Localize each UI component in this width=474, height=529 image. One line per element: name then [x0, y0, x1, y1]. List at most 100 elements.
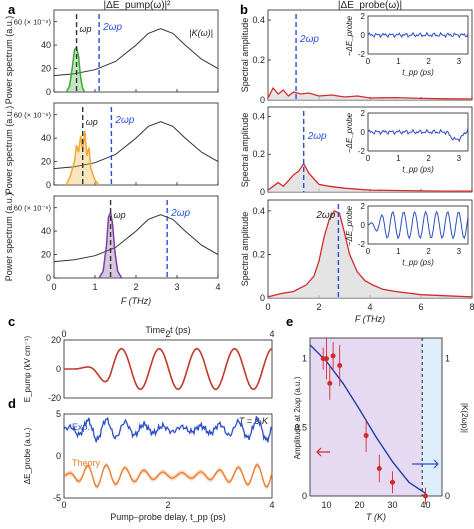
panel-a-ytick-label: 20 [41, 250, 51, 260]
panel-a-xtick-label: 2 [133, 282, 138, 292]
panel-e-xtick-label: 40 [420, 500, 430, 510]
panel-b-xtick-label: 0 [265, 302, 270, 312]
panel-a-xtick-label: 0 [51, 282, 56, 292]
panel-b-inset-ytick-label: 2 [361, 12, 366, 21]
panel-b-inset-xtick-label: 3 [457, 57, 462, 66]
panel-e-ylabel: Amplitude at 2ωp (a.u.) [293, 376, 302, 459]
panel-a-title: |ΔE_pump(ω)|² [104, 0, 172, 11]
panel-b-inset-ytick-label: 0 [361, 31, 366, 40]
panel-b-inset-xtick-label: 0 [366, 57, 371, 66]
panel-a-ytick-label: 60 (× 10⁻⁶) [14, 18, 52, 27]
panel-b-inset-xlabel: t_pp (ps) [402, 258, 434, 267]
panel-e-point [324, 356, 329, 362]
panel-b-inset-xtick-label: 3 [457, 247, 462, 256]
panel-d-xlabel: Pump–probe delay, t_pp (ps) [110, 512, 225, 522]
panel-d-xtick-label: 0 [61, 500, 66, 510]
panel-b-spectrum-curve [267, 162, 473, 192]
panel-a-ylabel: Power spectrum (a.u.) [4, 16, 14, 105]
panel-a-ytick-label: 40 [41, 133, 51, 143]
panel-c-xtick-label: 4 [269, 329, 274, 339]
panel-a-two-omega-p-label: 2ωp [102, 22, 122, 33]
panel-b-inset-ytick-label: -2 [358, 147, 366, 156]
panel-e-right-arrow [412, 459, 439, 469]
panel-e-right-ytick-label: 0 [445, 491, 450, 501]
panel-b-inset-ytick-label: 2 [361, 109, 366, 118]
panel-b-inset-ylabel: −ΔE_probe [345, 205, 354, 246]
panel-e-frame [309, 337, 443, 497]
panel-d-xtick-label: 4 [269, 500, 274, 510]
panel-d-ytick-label: -5 [53, 493, 61, 503]
panel-e-xtick-label: 10 [321, 500, 331, 510]
panel-e-xtick-label: 30 [387, 500, 397, 510]
panel-a-omega-p-label: ωp [114, 210, 126, 220]
panel-a-xlabel: F (THz) [121, 296, 151, 306]
panel-e-ylabel-right: |K(2ωp)| [460, 403, 469, 433]
panel-e-point [363, 433, 369, 439]
panel-d-ytick-label: 5 [56, 409, 61, 419]
panel-b-ytick-label: 0.4 [252, 206, 265, 216]
panel-b-inset-xtick-label: 0 [366, 247, 371, 256]
panel-a-K-curve [53, 28, 219, 77]
panel-d-frame [63, 413, 273, 499]
panel-a-K-curve [53, 121, 219, 170]
panel-b-ylabel: Spectral amplitude [240, 18, 250, 93]
panel-a-ytick-label: 40 [41, 226, 51, 236]
panel-d-ytick-label: 0 [56, 451, 61, 461]
panel-b-xtick-label: 4 [367, 302, 372, 312]
panel-b-spectrum-fill [268, 210, 472, 298]
panel-d-theory-label: Theory [72, 458, 101, 468]
panel-c-xtick-label: 0 [61, 329, 66, 339]
panel-d-xtick-label: 2 [165, 500, 170, 510]
panel-d-exp-trace [63, 416, 273, 443]
panel-a-ytick-label: 0 [46, 273, 51, 283]
panel-b-two-omega-p-label: 2ωp [307, 131, 327, 142]
panel-a-ytick-label: 0 [46, 87, 51, 97]
panel-b-inset-ytick-label: -2 [358, 240, 366, 249]
panel-d-annotation: T = 9 K [239, 416, 269, 426]
panel-b-two-omega-p-label: 2ωp [299, 34, 319, 45]
panel-b-spectrum-curve [267, 210, 473, 298]
panel-e-ytick-label: 0 [302, 491, 307, 501]
panel-b-ylabel: Spectral amplitude [240, 212, 250, 287]
panel-b-ylabel: Spectral amplitude [240, 113, 250, 188]
panel-e-point [423, 493, 428, 499]
panel-b-inset-xtick-label: 1 [396, 247, 401, 256]
panel-e-xtick-label: 20 [354, 500, 364, 510]
panel-a-ytick-label: 60 (× 10⁻⁶) [14, 204, 52, 213]
panel-b-inset-ylabel: −ΔE_probe [345, 15, 354, 56]
panel-e-left-arrow [316, 447, 330, 457]
panel-a-ytick-label: 20 [41, 64, 51, 74]
panel-b-inset-trace [367, 31, 469, 39]
panel-b-xtick-label: 2 [316, 302, 321, 312]
panel-e-point [390, 479, 395, 485]
panel-e-fit-curve [309, 344, 426, 494]
panel-b-xtick-label: 8 [469, 302, 474, 312]
panel-b-ytick-label: 0.4 [252, 111, 265, 121]
panel-c-pump-trace [64, 347, 273, 391]
panel-b-frame [267, 9, 473, 101]
panel-c-ylabel: E_pump (kV cm⁻¹) [23, 335, 32, 402]
panel-a-ytick-label: 0 [46, 180, 51, 190]
panel-a-K-label: |K(ω)| [189, 28, 213, 38]
panel-b-ytick-label: 0 [260, 293, 265, 303]
panel-d-exp-label: Exp. [72, 422, 90, 432]
panel-e-ytick-label: 1 [302, 354, 307, 364]
panel-a-ylabel: Power spectrum (a.u.) [4, 193, 14, 282]
panel-a-xtick-label: 3 [174, 282, 179, 292]
panel-c-xlabel: Time, t (ps) [145, 325, 190, 335]
panel-b-inset-xtick-label: 2 [426, 154, 431, 163]
panel-c-ytick-label: 0 [56, 364, 61, 374]
panel-label-c: c [8, 314, 15, 329]
panel-a-omega-p-label: ωp [80, 24, 92, 34]
panel-a-two-omega-p-label: 2ωp [170, 208, 190, 219]
panel-b-inset-xtick-label: 1 [396, 57, 401, 66]
panel-b-inset-xtick-label: 2 [426, 57, 431, 66]
panel-b-inset-ytick-label: 0 [361, 128, 366, 137]
panel-b-inset-xtick-label: 1 [396, 154, 401, 163]
panel-e-point [327, 380, 333, 386]
panel-b-spectrum-fill [268, 163, 472, 192]
panel-e-normal-region [422, 338, 442, 496]
